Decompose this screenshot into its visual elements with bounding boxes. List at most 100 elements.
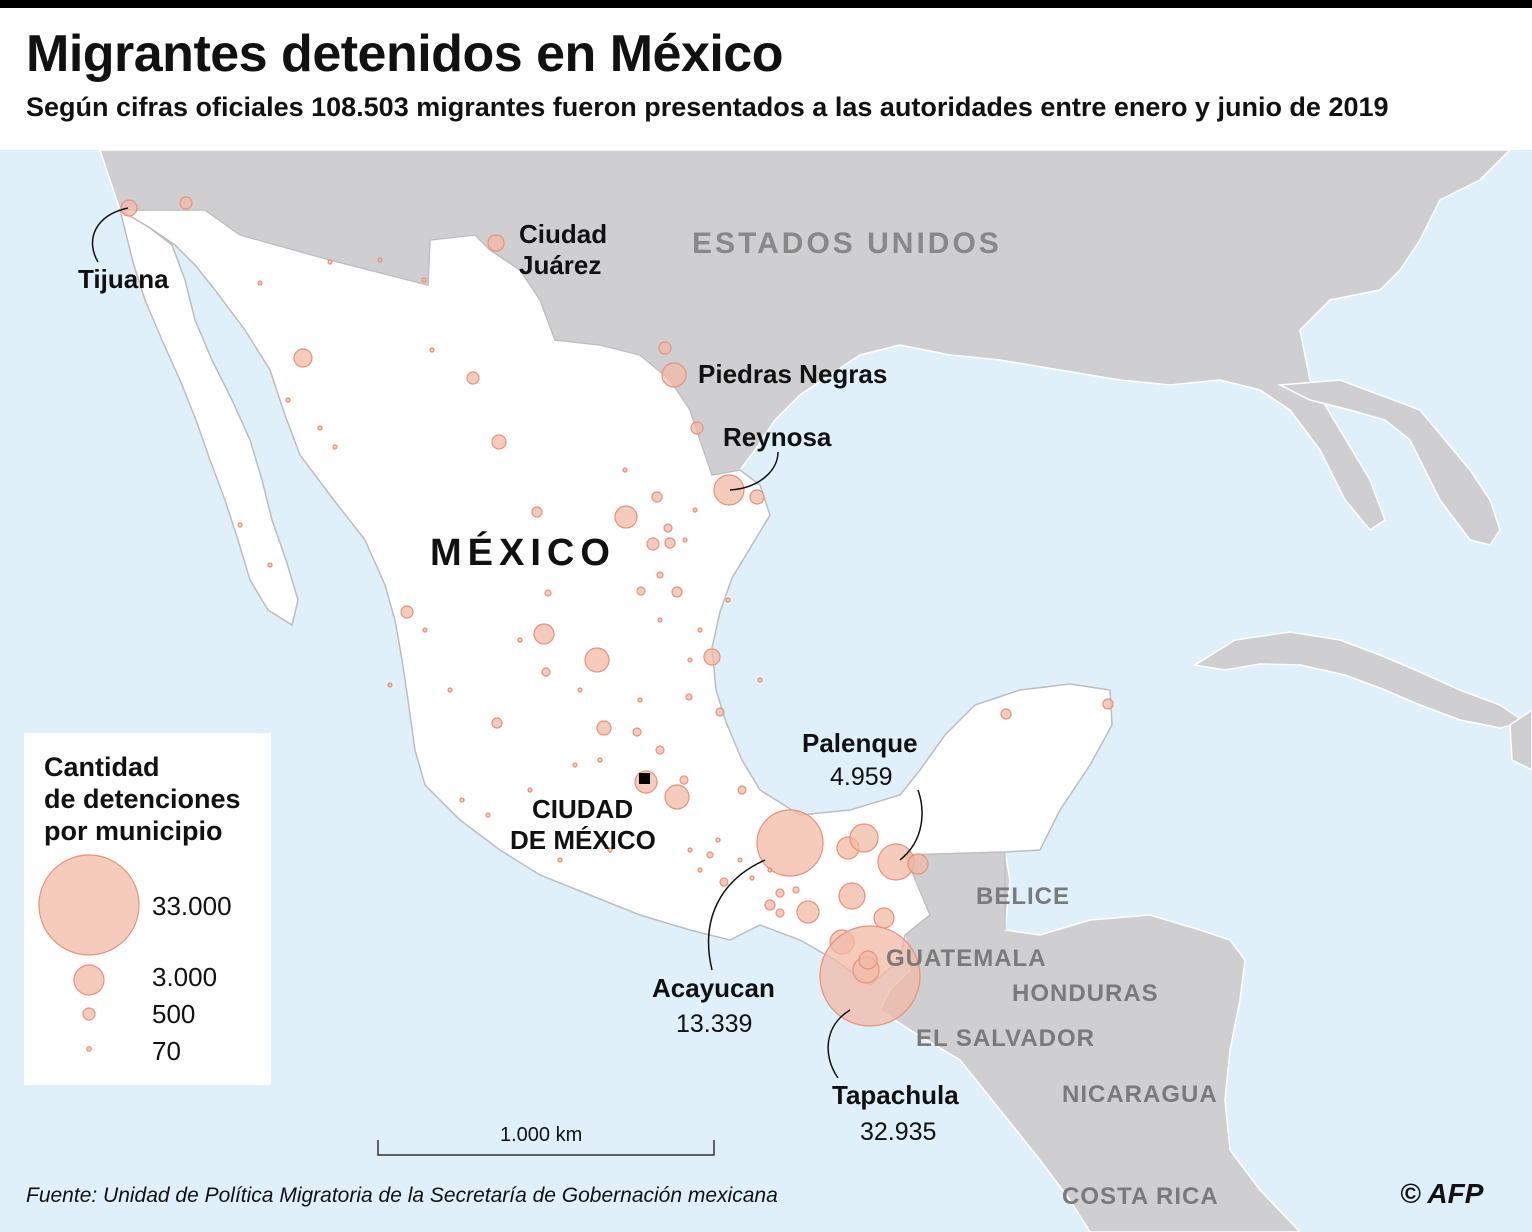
legend-label-500: 500 — [152, 999, 195, 1029]
detention-bubble — [764, 899, 776, 911]
detention-bubble-small — [607, 847, 613, 853]
label-usa: ESTADOS UNIDOS — [692, 227, 1002, 260]
detention-bubble — [120, 199, 138, 217]
detention-bubble-small — [387, 682, 393, 688]
detention-bubble-small — [332, 444, 338, 450]
legend-bubble-500 — [82, 1007, 96, 1021]
label-mexico: MÉXICO — [430, 530, 616, 574]
detention-bubble-small — [715, 837, 721, 843]
legend-bubble-70 — [86, 1046, 92, 1052]
detention-bubble — [487, 234, 505, 252]
page-title: Migrantes detenidos en México — [26, 25, 784, 83]
detention-bubble — [756, 809, 824, 877]
detention-bubble — [685, 693, 693, 701]
detention-bubble-small — [697, 867, 703, 873]
detention-bubble-small — [622, 467, 628, 473]
detention-bubble — [541, 667, 551, 677]
detention-bubble — [706, 851, 714, 859]
detention-bubble-small — [757, 677, 763, 683]
detention-bubble — [293, 348, 313, 368]
detention-bubble-small — [687, 657, 693, 663]
detention-bubble-small — [485, 812, 491, 818]
leader-tapachula — [827, 1009, 851, 1079]
detention-bubble — [796, 900, 820, 924]
detention-bubble — [873, 907, 895, 929]
detention-bubble — [858, 950, 878, 970]
detention-bubble — [636, 586, 646, 596]
legend-bubble-33000 — [38, 854, 140, 956]
detention-bubble — [651, 491, 663, 503]
detention-bubble — [664, 537, 676, 549]
legend-label-3000: 3.000 — [152, 962, 217, 992]
mexico-guatemala-border — [904, 851, 1006, 930]
detention-bubble — [907, 853, 929, 875]
detention-bubble-small — [749, 875, 755, 881]
value-acayucan: 13.339 — [676, 1010, 752, 1038]
detention-bubble — [679, 775, 689, 785]
value-palenque: 4.959 — [830, 763, 893, 791]
detention-bubble — [661, 362, 687, 388]
label-reynosa: Reynosa — [723, 422, 832, 452]
afp-credit: © AFP — [1400, 1178, 1484, 1209]
detention-bubble — [713, 474, 745, 506]
detention-bubble-small — [285, 397, 291, 403]
detention-bubble-small — [682, 537, 688, 543]
label-belize: BELICE — [976, 883, 1070, 910]
legend: Cantidad de detenciones por municipio 33… — [24, 733, 271, 1085]
label-costa-rica: COSTA RICA — [1062, 1183, 1219, 1210]
detention-bubble — [749, 489, 765, 505]
label-el-salvador: EL SALVADOR — [916, 1025, 1095, 1052]
label-capital-line1: CIUDAD — [532, 794, 633, 824]
legend-label-70: 70 — [152, 1036, 181, 1066]
detention-bubble-small — [317, 425, 323, 431]
label-tapachula: Tapachula — [832, 1080, 959, 1110]
label-guatemala: GUATEMALA — [886, 945, 1047, 972]
detention-bubbles — [120, 196, 1114, 1027]
detention-bubble-small — [429, 347, 435, 353]
detention-bubble-small — [692, 507, 698, 513]
label-tijuana: Tijuana — [78, 264, 169, 294]
leader-palenque — [899, 789, 923, 861]
detention-bubble — [737, 785, 747, 795]
label-acayucan: Acayucan — [652, 973, 775, 1003]
detention-bubble — [1000, 708, 1012, 720]
detention-bubble-small — [657, 617, 663, 623]
detention-bubble — [690, 421, 704, 435]
detention-bubble — [703, 648, 721, 666]
detention-bubble — [544, 589, 552, 597]
detention-bubble — [849, 823, 879, 853]
detention-bubble-small — [447, 687, 453, 693]
detention-bubble — [584, 647, 610, 673]
scale-bar-label: 1.000 km — [500, 1124, 582, 1146]
detention-bubble-small — [459, 797, 465, 803]
detention-bubble-small — [557, 857, 563, 863]
label-juarez-line2: Juárez — [519, 250, 601, 280]
detention-bubble-small — [767, 867, 773, 873]
page-subtitle: Según cifras oficiales 108.503 migrantes… — [26, 92, 1389, 122]
scale-bar-line — [377, 1140, 715, 1156]
detention-bubble-small — [697, 627, 703, 633]
map: ESTADOS UNIDOS MÉXICO BELICE GUATEMALA H… — [0, 150, 1532, 1232]
detention-bubble — [179, 196, 193, 210]
legend-bubble-3000 — [73, 964, 105, 996]
label-capital-line2: DE MÉXICO — [510, 825, 656, 855]
detention-bubble-small — [687, 847, 693, 853]
detention-bubble — [614, 505, 638, 529]
leader-acayucan — [707, 859, 766, 971]
detention-bubble — [775, 908, 785, 918]
legend-title-line3: por municipio — [44, 816, 223, 846]
detention-bubble — [719, 877, 729, 887]
label-nicaragua: NICARAGUA — [1062, 1081, 1218, 1108]
top-bar — [0, 0, 1532, 8]
detention-bubble — [533, 623, 555, 645]
detention-bubble — [715, 707, 725, 717]
detention-bubble-small — [597, 757, 603, 763]
detention-bubble — [632, 727, 642, 737]
label-piedras-negras: Piedras Negras — [698, 359, 887, 389]
label-palenque: Palenque — [802, 728, 918, 758]
detention-bubble-small — [257, 280, 263, 286]
leader-tijuana — [91, 207, 129, 263]
detention-bubble-small — [725, 597, 731, 603]
detention-bubble — [596, 720, 612, 736]
leader-reynosa — [729, 451, 779, 491]
